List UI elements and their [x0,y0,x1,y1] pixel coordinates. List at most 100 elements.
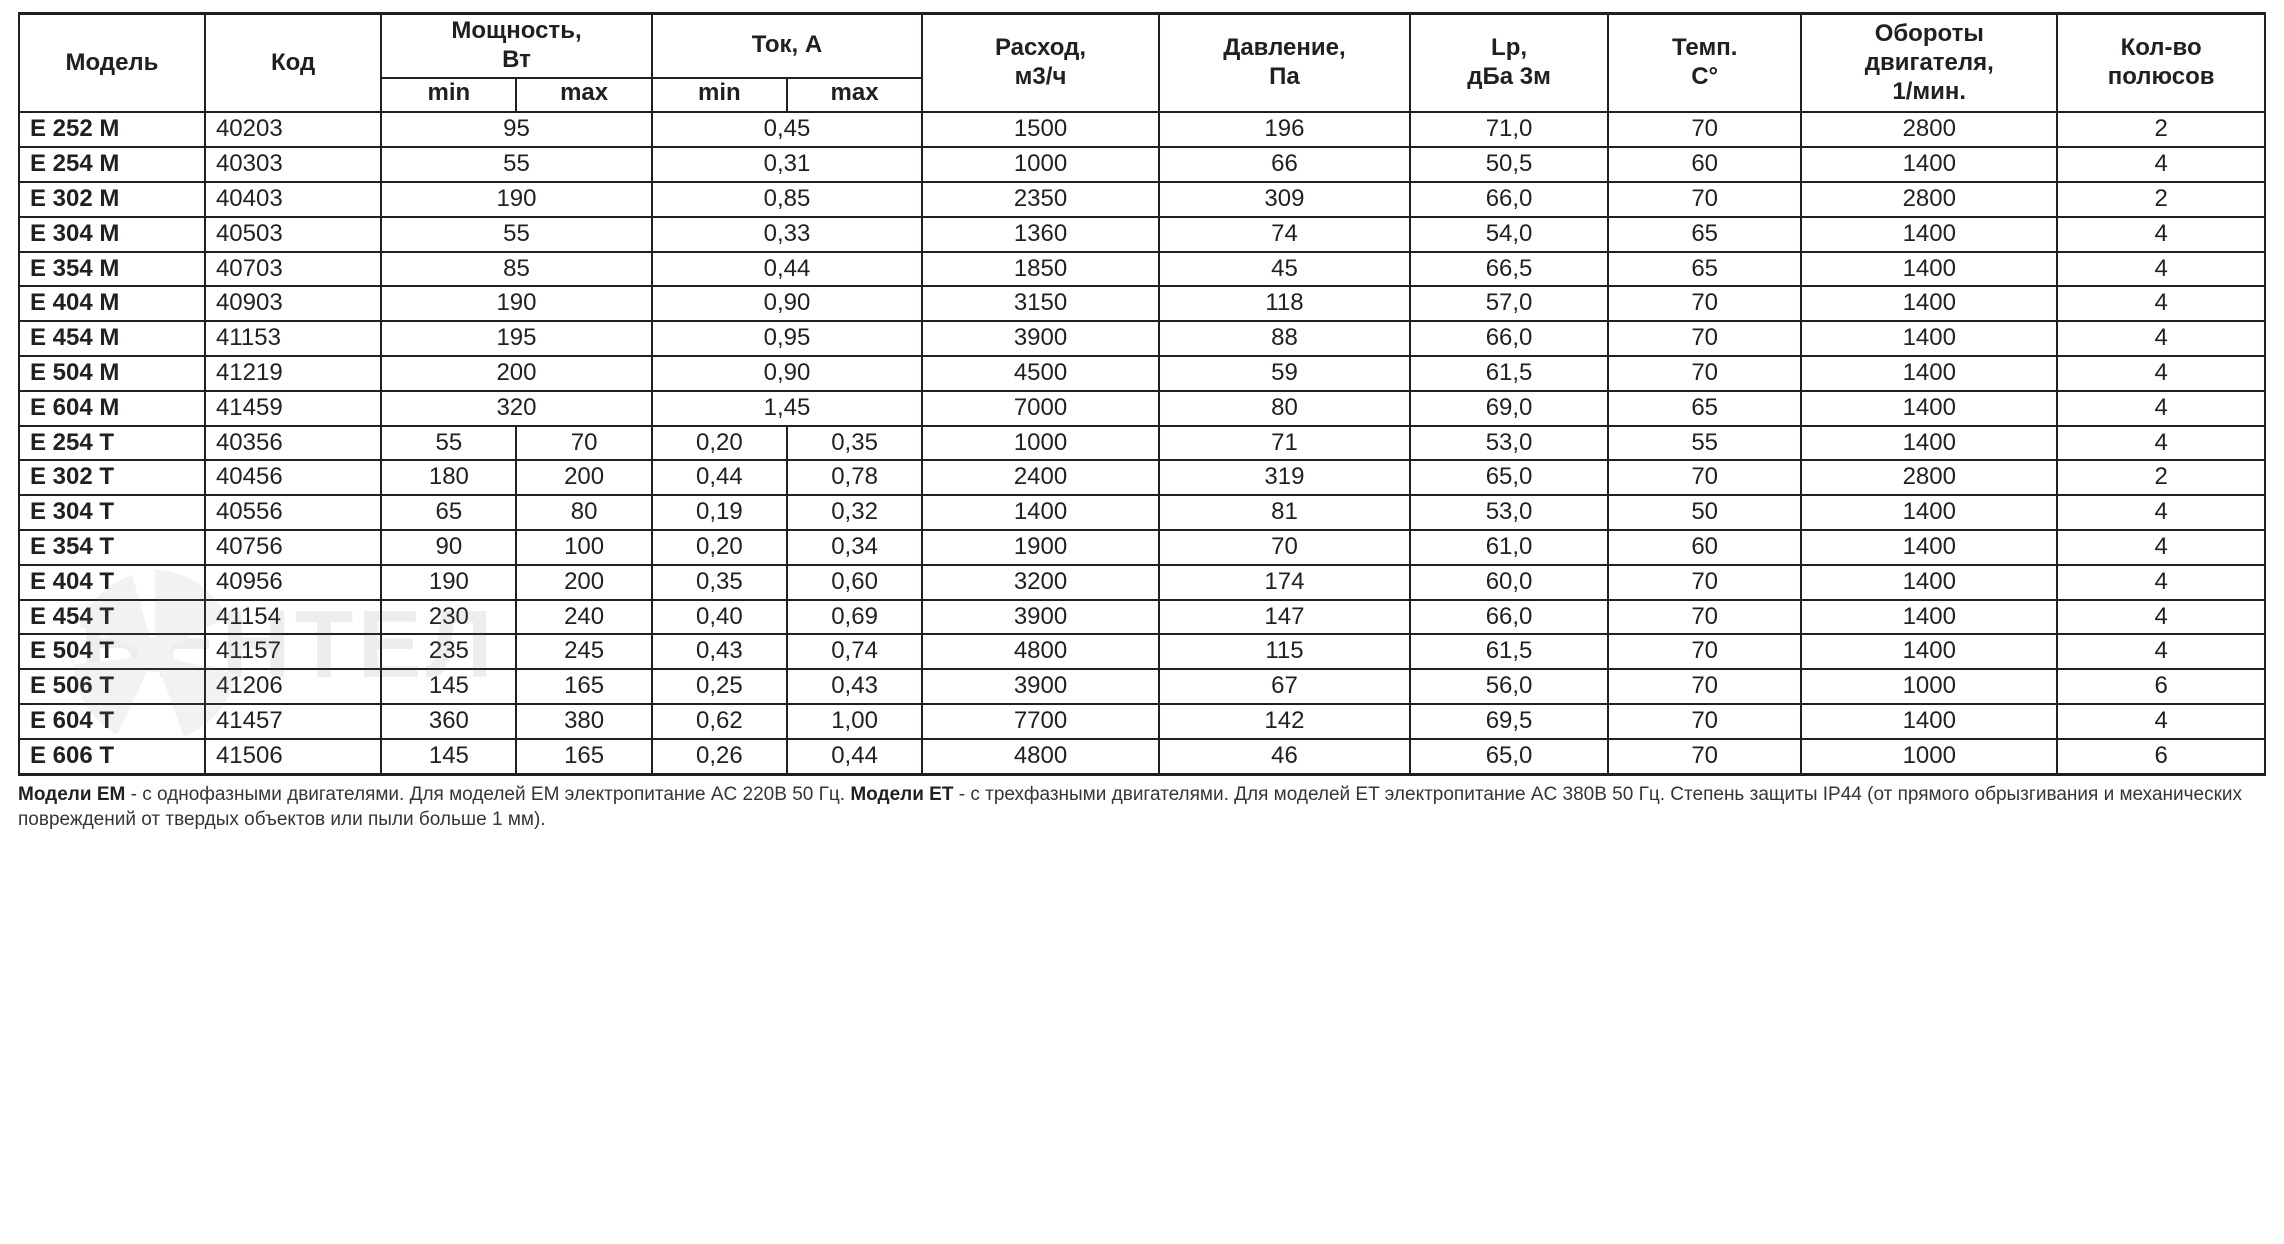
table-cell: 4 [2057,321,2265,356]
table-cell: 235 [381,634,516,669]
table-cell: 40203 [205,112,381,147]
table-cell: 0,74 [787,634,922,669]
table-cell: E 604 T [19,704,205,739]
table-cell: 1400 [1801,286,2057,321]
table-row: E 604 T414573603800,621,00770014269,5701… [19,704,2265,739]
table-cell: 174 [1159,565,1410,600]
table-cell: 0,90 [652,356,922,391]
table-cell: 196 [1159,112,1410,147]
table-row: E 454 T411542302400,400,69390014766,0701… [19,600,2265,635]
table-cell: 4 [2057,217,2265,252]
table-cell: 1400 [1801,495,2057,530]
table-cell: 66,0 [1410,182,1608,217]
hdr-rpm: Оборотыдвигателя,1/мин. [1801,14,2057,113]
table-cell: 71 [1159,426,1410,461]
table-cell: 70 [1608,669,1801,704]
table-cell: 54,0 [1410,217,1608,252]
table-cell: 1000 [1801,739,2057,774]
table-cell: 195 [381,321,651,356]
table-cell: E 604 M [19,391,205,426]
table-cell: 0,20 [652,426,787,461]
table-row: E 252 M40203950,45150019671,07028002 [19,112,2265,147]
table-cell: 69,0 [1410,391,1608,426]
table-cell: 59 [1159,356,1410,391]
table-cell: 40503 [205,217,381,252]
table-cell: 230 [381,600,516,635]
table-cell: 0,33 [652,217,922,252]
table-cell: 0,44 [787,739,922,774]
table-cell: 70 [516,426,651,461]
table-cell: 142 [1159,704,1410,739]
table-cell: 0,69 [787,600,922,635]
table-cell: 1,00 [787,704,922,739]
table-cell: 1400 [1801,600,2057,635]
table-cell: 70 [1608,600,1801,635]
table-cell: 118 [1159,286,1410,321]
table-cell: E 252 M [19,112,205,147]
table-cell: 2800 [1801,182,2057,217]
table-cell: 4 [2057,530,2265,565]
table-cell: 1400 [1801,565,2057,600]
table-cell: 245 [516,634,651,669]
table-row: E 302 T404561802000,440,78240031965,0702… [19,460,2265,495]
table-cell: E 254 M [19,147,205,182]
footnote: Модели EM - с однофазными двигателями. Д… [18,782,2266,833]
table-cell: E 354 T [19,530,205,565]
hdr-power-max: max [516,78,651,113]
table-cell: 7700 [922,704,1159,739]
table-cell: 50 [1608,495,1801,530]
table-cell: 190 [381,565,516,600]
table-cell: 4800 [922,739,1159,774]
table-cell: 65 [1608,391,1801,426]
table-cell: 1400 [1801,426,2057,461]
table-cell: E 304 M [19,217,205,252]
table-cell: 3200 [922,565,1159,600]
table-cell: 1400 [1801,704,2057,739]
table-cell: E 606 T [19,739,205,774]
table-cell: 40403 [205,182,381,217]
table-cell: E 504 M [19,356,205,391]
table-cell: 380 [516,704,651,739]
table-cell: 80 [516,495,651,530]
table-cell: 1850 [922,252,1159,287]
table-cell: 1,45 [652,391,922,426]
table-cell: 41506 [205,739,381,774]
table-cell: 95 [381,112,651,147]
table-cell: 60 [1608,147,1801,182]
table-cell: 66,0 [1410,600,1608,635]
table-cell: 60,0 [1410,565,1608,600]
table-cell: 70 [1608,460,1801,495]
table-cell: 90 [381,530,516,565]
table-cell: E 504 T [19,634,205,669]
table-cell: 69,5 [1410,704,1608,739]
table-cell: 70 [1608,704,1801,739]
table-cell: 200 [381,356,651,391]
table-cell: 0,35 [787,426,922,461]
table-cell: 1000 [922,147,1159,182]
table-cell: 0,90 [652,286,922,321]
table-cell: 240 [516,600,651,635]
table-cell: 165 [516,669,651,704]
table-cell: 65 [1608,217,1801,252]
table-header: Модель Код Мощность,Вт Ток, А Расход,м3/… [19,14,2265,113]
table-cell: 4 [2057,391,2265,426]
table-cell: 4 [2057,252,2265,287]
table-cell: 2 [2057,112,2265,147]
table-cell: 70 [1608,356,1801,391]
table-cell: 57,0 [1410,286,1608,321]
hdr-power-min: min [381,78,516,113]
hdr-current-max: max [787,78,922,113]
table-row: E 254 M40303550,3110006650,56014004 [19,147,2265,182]
table-cell: 4 [2057,286,2265,321]
table-cell: 147 [1159,600,1410,635]
table-cell: 2350 [922,182,1159,217]
table-cell: 190 [381,182,651,217]
table-cell: 360 [381,704,516,739]
table-cell: 4 [2057,704,2265,739]
footnote-em-text: - с однофазными двигателями. Для моделей… [125,784,850,805]
table-cell: 74 [1159,217,1410,252]
table-cell: 1400 [1801,356,2057,391]
table-cell: E 404 T [19,565,205,600]
table-cell: 0,95 [652,321,922,356]
table-cell: 0,62 [652,704,787,739]
